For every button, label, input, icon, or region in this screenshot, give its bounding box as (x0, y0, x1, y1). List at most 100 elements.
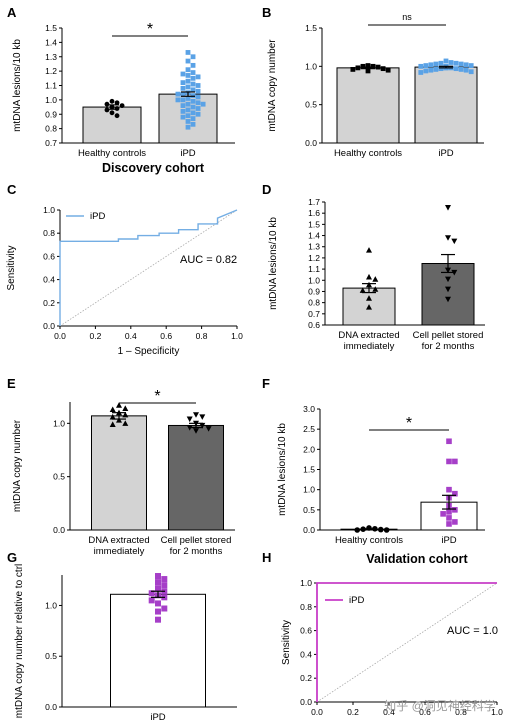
panel-G-y-tick-label: 0.0 (45, 702, 57, 712)
panel-D-y-tick-label: 1.5 (308, 219, 320, 229)
panel-E-data-point (205, 426, 212, 432)
panel-D-data-point (445, 296, 451, 303)
panel-A-data-point (195, 100, 201, 106)
panel-F-data-point (354, 527, 361, 533)
panel-A-data-point (190, 81, 196, 87)
panel-letter: D (262, 182, 271, 197)
panel-C-legend-label: iPD (90, 211, 105, 222)
panel-B-y-tick-label: 0.5 (305, 100, 317, 110)
panel-A-data-point (185, 58, 191, 64)
panel-G-data-point (148, 597, 155, 604)
panel-E-data-point (116, 417, 122, 423)
panel-A-data-point (185, 78, 191, 84)
panel-H-y-tick-label: 0.0 (300, 697, 312, 707)
panel-C-y-tick-label: 0.6 (43, 251, 55, 261)
panel-B-data-point (438, 66, 444, 72)
panel-E-y-axis-label: mtDNA copy number (12, 419, 23, 512)
panel-A-data-point (114, 113, 120, 119)
panel-H-x-tick-label: 1.0 (491, 707, 503, 717)
panel-H-x-tick-label: 0.2 (347, 707, 359, 717)
panel-D-data-point (366, 247, 372, 253)
panel-B-data-point (355, 65, 361, 71)
panel-A-data-point (180, 91, 186, 97)
panel-B-bar (414, 66, 478, 144)
panel-B-data-point (463, 67, 469, 73)
panel-F-significance-label: * (406, 415, 412, 432)
panel-B-y-axis-label: mtDNA copy number (267, 39, 278, 132)
panel-H-y-tick-label: 0.6 (300, 626, 312, 636)
panel-F-data-point (452, 458, 458, 465)
panel-A-data-point (190, 110, 196, 116)
panel-B-data-point (468, 63, 474, 68)
panel-D-y-tick-label: 0.9 (308, 286, 320, 296)
panel-A-y-tick-label: 1.4 (45, 37, 57, 47)
panel-H-y-tick-label: 0.4 (300, 649, 312, 659)
panel-B-category-label: Healthy controls (334, 148, 402, 159)
panel-F-data-point (446, 515, 452, 521)
panel-A-y-tick-label: 1.0 (45, 95, 57, 105)
panel-G-data-point (155, 585, 161, 592)
panel-A-data-point (190, 62, 196, 68)
panel-A-data-point (195, 94, 201, 100)
panel-B-data-point (458, 61, 464, 67)
panel-H-reference-diagonal (316, 582, 498, 703)
panel-B-data-point (453, 60, 459, 66)
panel-E-data-point (116, 402, 122, 408)
panel-D-y-tick-label: 1.2 (308, 253, 320, 263)
panel-E-data-point (109, 406, 116, 413)
panel-D-y-tick-label: 1.7 (308, 197, 320, 207)
panel-C-y-tick-label: 0.2 (43, 298, 55, 308)
panel-B-data-point (438, 60, 444, 66)
panel-D-data-point (445, 235, 451, 241)
panel-G-data-point (155, 579, 161, 586)
panel-A-data-point (180, 85, 186, 91)
panel-B-data-point (380, 66, 386, 72)
panel-A-data-point (180, 108, 186, 114)
panel-A-data-point (195, 83, 201, 88)
panel-F-data-point (377, 526, 384, 533)
panel-E-significance-label: * (154, 388, 160, 405)
panel-C-x-tick-label: 0.4 (125, 331, 137, 341)
panel-A-data-point (185, 84, 191, 90)
panel-F-y-tick-label: 1.5 (303, 465, 315, 475)
panel-A-data-point (185, 96, 191, 101)
panel-A-data-point (195, 88, 201, 94)
panel-A-data-point (109, 98, 115, 104)
panel-G-y-tick-label: 0.5 (45, 651, 57, 661)
panel-A-data-point (190, 93, 196, 98)
panel-H-x-tick-label: 0.4 (383, 707, 395, 717)
panel-G-y-axis-label: mtDNA copy number relative to ctrl (14, 564, 25, 719)
panel-D-data-point (445, 286, 451, 293)
panel-G-category-label: iPD (150, 712, 165, 723)
panel-D-data-point (366, 273, 372, 280)
panel-F-data-point (446, 486, 452, 493)
panel-A-y-tick-label: 1.2 (45, 66, 57, 76)
panel-E-y-tick-label: 1.0 (53, 418, 65, 428)
panel-E-category-label: DNA extracted immediately (88, 535, 149, 557)
panel-C-auc-annotation: AUC = 0.82 (180, 254, 237, 266)
panel-F-y-tick-label: 3.0 (303, 404, 315, 414)
panel-A-data-point (180, 97, 186, 103)
panel-H-legend-label: iPD (349, 595, 364, 606)
panel-E-bar (91, 415, 147, 531)
panel-F-y-tick-label: 0.5 (303, 505, 315, 515)
panel-F-data-point (452, 490, 458, 497)
panel-A-data-point (185, 119, 191, 124)
panel-A-data-point (180, 103, 186, 109)
panel-C-x-axis-label: 1 – Specificity (118, 346, 180, 357)
panel-B-data-point (468, 69, 474, 75)
panel-C-y-axis-label: Sensitivity (6, 245, 17, 290)
panel-A-y-tick-label: 1.5 (45, 23, 57, 33)
panel-G-data-point (148, 590, 155, 597)
panel-A-data-point (190, 87, 196, 93)
panel-F-y-tick-label: 2.0 (303, 444, 315, 454)
panel-F-category-label: Healthy controls (335, 535, 403, 546)
panel-A-y-tick-label: 0.9 (45, 109, 57, 119)
panel-B-data-point (463, 62, 469, 68)
panel-A-data-point (114, 106, 120, 111)
panel-A-data-point (180, 114, 186, 120)
panel-A-data-point (185, 67, 191, 73)
panel-E-y-tick-label: 0.5 (53, 472, 65, 482)
panel-B-data-point (443, 58, 449, 64)
